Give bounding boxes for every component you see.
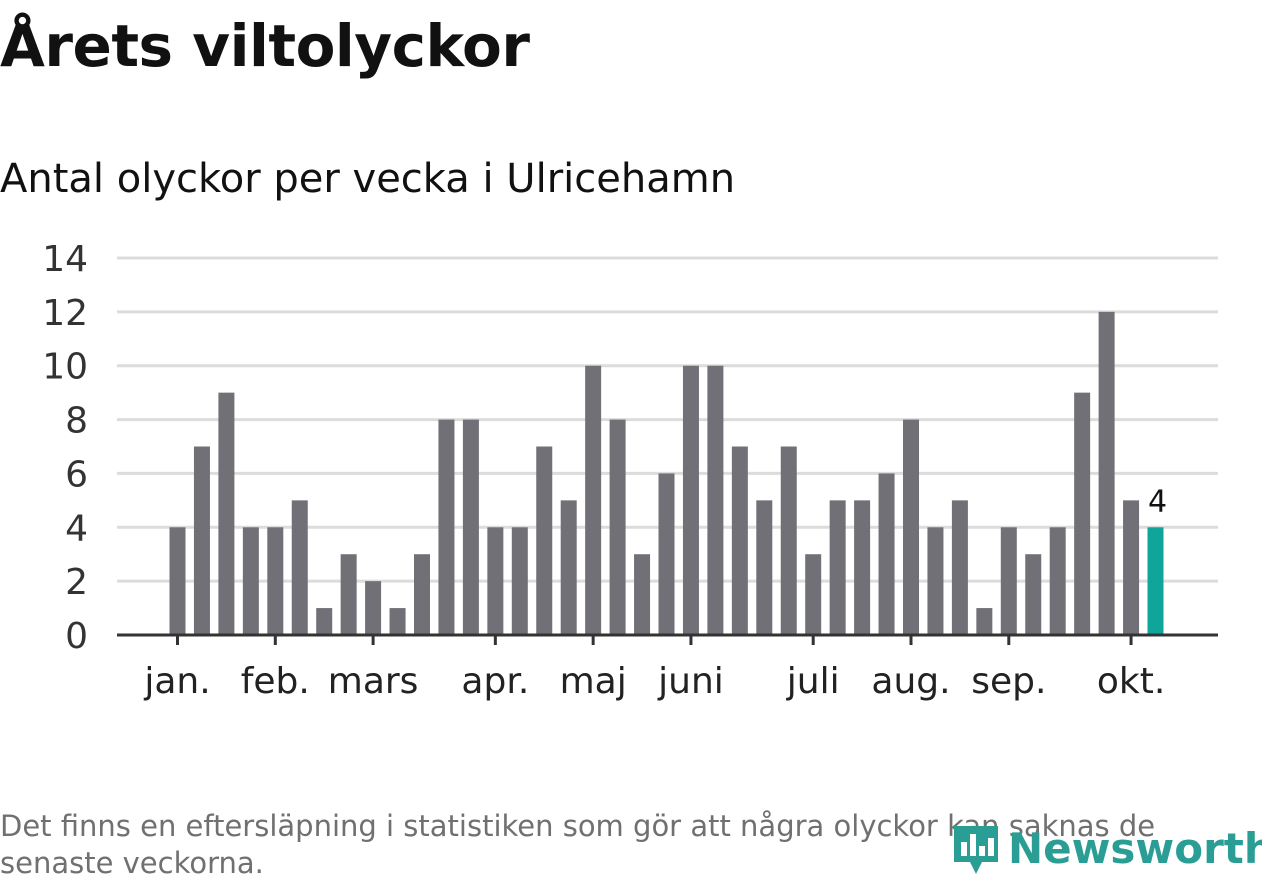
bar bbox=[169, 527, 186, 635]
newsworthy-logo: Newsworthy bbox=[950, 818, 1262, 878]
chart-subtitle: Antal olyckor per vecka i Ulricehamn bbox=[0, 156, 736, 202]
x-tick-label: aug. bbox=[871, 661, 950, 702]
bar bbox=[951, 500, 968, 635]
bar bbox=[267, 527, 284, 635]
highlight-data-label: 4 bbox=[1148, 484, 1167, 519]
bar bbox=[1074, 392, 1091, 635]
bars bbox=[169, 311, 1164, 635]
bar bbox=[316, 608, 333, 635]
bar bbox=[903, 419, 919, 635]
bar bbox=[193, 446, 210, 635]
y-tick-label: 6 bbox=[65, 454, 88, 495]
bar bbox=[487, 527, 504, 635]
bar bbox=[365, 581, 382, 635]
y-tick-label: 12 bbox=[42, 293, 88, 334]
bar bbox=[682, 365, 699, 635]
x-tick-label: apr. bbox=[461, 661, 529, 702]
x-tick-label: okt. bbox=[1097, 661, 1165, 702]
bar bbox=[1049, 527, 1066, 635]
y-tick-label: 10 bbox=[42, 347, 88, 388]
bar bbox=[218, 392, 235, 635]
bar bbox=[976, 608, 993, 635]
bar bbox=[560, 500, 577, 635]
y-tick-label: 4 bbox=[65, 508, 88, 549]
bar bbox=[707, 365, 724, 635]
bar bbox=[340, 554, 357, 635]
bar bbox=[878, 473, 895, 635]
x-tick-label: jan. bbox=[143, 661, 210, 702]
bar bbox=[634, 554, 651, 635]
data-labels: 4 bbox=[1148, 484, 1167, 519]
bar bbox=[585, 365, 602, 635]
bar bbox=[414, 554, 430, 635]
bar bbox=[756, 500, 773, 635]
logo-text: Newsworthy bbox=[1008, 823, 1262, 873]
x-tick-label: mars bbox=[328, 661, 419, 702]
newsworthy-logo-icon bbox=[954, 826, 998, 874]
y-tick-label: 0 bbox=[65, 616, 88, 657]
x-tick-label: feb. bbox=[241, 661, 310, 702]
bar bbox=[1000, 527, 1017, 635]
bar-chart: 0 2 4 6 8 10 12 14 jan. feb. mars apr. maj juni juli a… bbox=[42, 239, 1218, 702]
bar bbox=[805, 554, 822, 635]
bar bbox=[462, 419, 479, 635]
bar-highlight bbox=[1147, 527, 1164, 635]
bar bbox=[242, 527, 259, 635]
bar bbox=[511, 527, 528, 635]
bar bbox=[536, 446, 553, 635]
y-tick-label: 14 bbox=[42, 239, 88, 280]
y-axis-ticks: 0 2 4 6 8 10 12 14 bbox=[42, 239, 88, 657]
bar bbox=[291, 500, 308, 635]
x-tick-label: juni bbox=[657, 661, 724, 702]
bar bbox=[389, 608, 406, 635]
x-tick-label: maj bbox=[560, 661, 627, 702]
bar bbox=[609, 419, 626, 635]
bar bbox=[1025, 554, 1042, 635]
page-title: Årets viltolyckor bbox=[0, 12, 530, 80]
bar bbox=[854, 500, 871, 635]
x-tick-label: juli bbox=[786, 661, 840, 702]
bar bbox=[438, 419, 455, 635]
bar bbox=[1123, 500, 1140, 635]
bar bbox=[927, 527, 944, 635]
bar bbox=[829, 500, 846, 635]
x-axis: jan. feb. mars apr. maj juni juli aug. sep. okt. bbox=[117, 633, 1218, 702]
y-tick-label: 8 bbox=[65, 401, 88, 442]
bar bbox=[731, 446, 748, 635]
bar bbox=[658, 473, 675, 635]
bar bbox=[1098, 311, 1115, 635]
y-tick-label: 2 bbox=[65, 562, 88, 603]
bar bbox=[780, 446, 797, 635]
x-tick-label: sep. bbox=[971, 661, 1046, 702]
